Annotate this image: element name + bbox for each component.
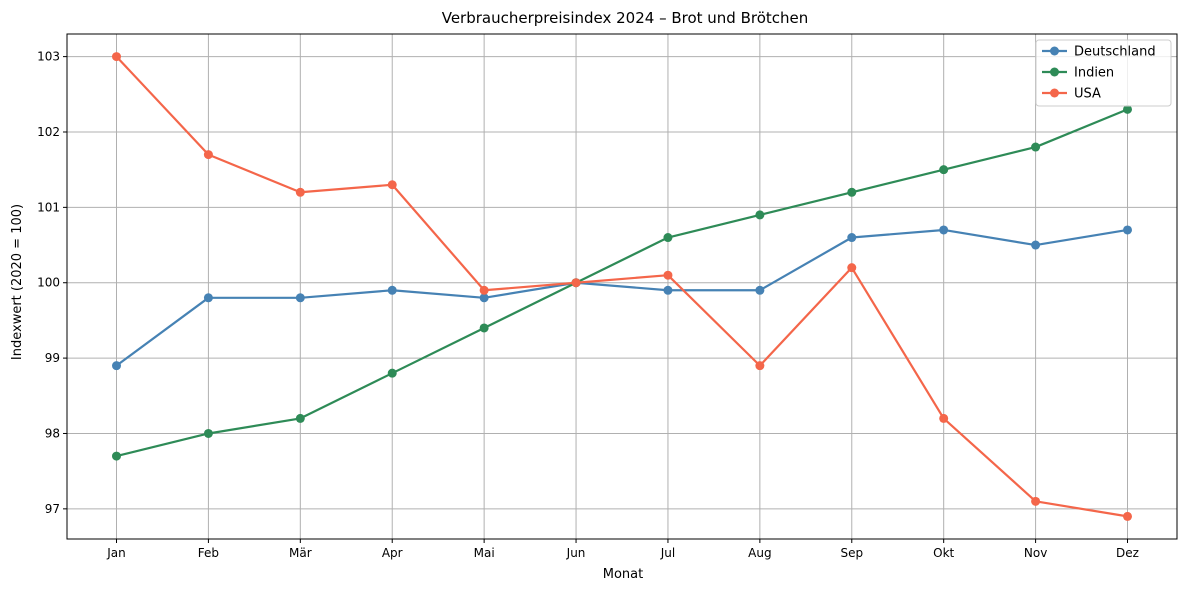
x-tick-label: Jan	[106, 546, 126, 560]
series-line	[116, 108, 1128, 458]
x-tick-label: Mai	[474, 546, 495, 560]
data-point	[295, 293, 305, 303]
x-tick-label: Jun	[566, 546, 586, 560]
x-tick-label: Jul	[660, 546, 675, 560]
data-point	[847, 263, 857, 273]
legend-label: USA	[1074, 87, 1101, 102]
x-tick-label: Aug	[748, 546, 771, 560]
series-deutschland	[112, 225, 1132, 371]
y-axis-label: Indexwert (2020 = 100)	[10, 204, 25, 360]
legend-item-deutschland: Deutschland	[1042, 45, 1156, 60]
data-point	[479, 285, 489, 295]
y-tick-label: 102	[37, 125, 60, 139]
series-usa	[112, 52, 1132, 521]
grid-lines	[67, 34, 1177, 539]
data-point	[1031, 496, 1041, 506]
x-axis-label: Monat	[603, 567, 643, 582]
data-point	[663, 270, 673, 280]
data-point	[1123, 104, 1132, 114]
data-point	[755, 285, 765, 295]
data-point	[1031, 142, 1041, 152]
data-point	[203, 428, 213, 438]
data-point	[1123, 511, 1132, 521]
y-tick-label: 98	[45, 426, 60, 440]
data-point	[479, 323, 489, 333]
data-point	[1031, 240, 1041, 250]
data-point	[755, 210, 765, 220]
data-point	[112, 451, 121, 461]
data-point	[112, 361, 121, 371]
data-point	[663, 285, 673, 295]
y-tick-label: 103	[37, 50, 60, 64]
x-tick-label: Sep	[840, 546, 863, 560]
x-tick-label: Nov	[1024, 546, 1047, 560]
series-line	[115, 55, 1128, 518]
data-point	[939, 165, 949, 175]
chart-title: Verbraucherpreisindex 2024 – Brot und Br…	[442, 9, 809, 27]
data-point	[571, 278, 581, 288]
data-point	[755, 361, 765, 371]
x-tick-label: Dez	[1116, 546, 1139, 560]
legend-marker	[1050, 88, 1059, 98]
legend-marker	[1050, 67, 1059, 77]
data-point	[203, 150, 213, 160]
data-point	[112, 52, 121, 62]
series-layer	[112, 52, 1132, 521]
legend-label: Indien	[1074, 66, 1114, 81]
y-axis-ticks: 97 98 99 100 101 102 103	[37, 50, 67, 516]
data-point	[847, 233, 857, 243]
y-tick-label: 100	[37, 276, 60, 290]
legend-label: Deutschland	[1074, 45, 1156, 60]
data-point	[479, 293, 489, 303]
series-line	[115, 228, 1128, 367]
legend-box	[1035, 39, 1172, 107]
legend-marker	[1050, 46, 1059, 56]
data-point	[295, 413, 305, 423]
data-point	[295, 187, 305, 197]
y-tick-label: 101	[37, 200, 60, 214]
data-point	[387, 285, 397, 295]
data-point	[1123, 225, 1132, 235]
x-tick-label: Apr	[382, 546, 403, 560]
x-tick-label: Feb	[198, 546, 219, 560]
legend: Deutschland Indien USA	[1035, 39, 1172, 107]
y-tick-label: 97	[45, 502, 60, 516]
x-tick-label: Mär	[289, 546, 312, 560]
y-tick-label: 99	[45, 351, 60, 365]
data-point	[387, 180, 397, 190]
plot-area-frame	[66, 33, 1178, 540]
legend-item-usa: USA	[1042, 87, 1101, 102]
data-point	[663, 233, 673, 243]
legend-item-indien: Indien	[1042, 66, 1114, 81]
data-point	[939, 225, 949, 235]
x-axis-ticks: Jan Feb Mär Apr Mai Jun Jul Aug Sep Okt Nov Dez	[106, 539, 1139, 560]
x-tick-label: Okt	[933, 546, 954, 560]
data-point	[847, 187, 857, 197]
data-point	[939, 413, 949, 423]
series-indien	[112, 104, 1132, 461]
data-point	[203, 293, 213, 303]
data-point	[387, 368, 397, 378]
